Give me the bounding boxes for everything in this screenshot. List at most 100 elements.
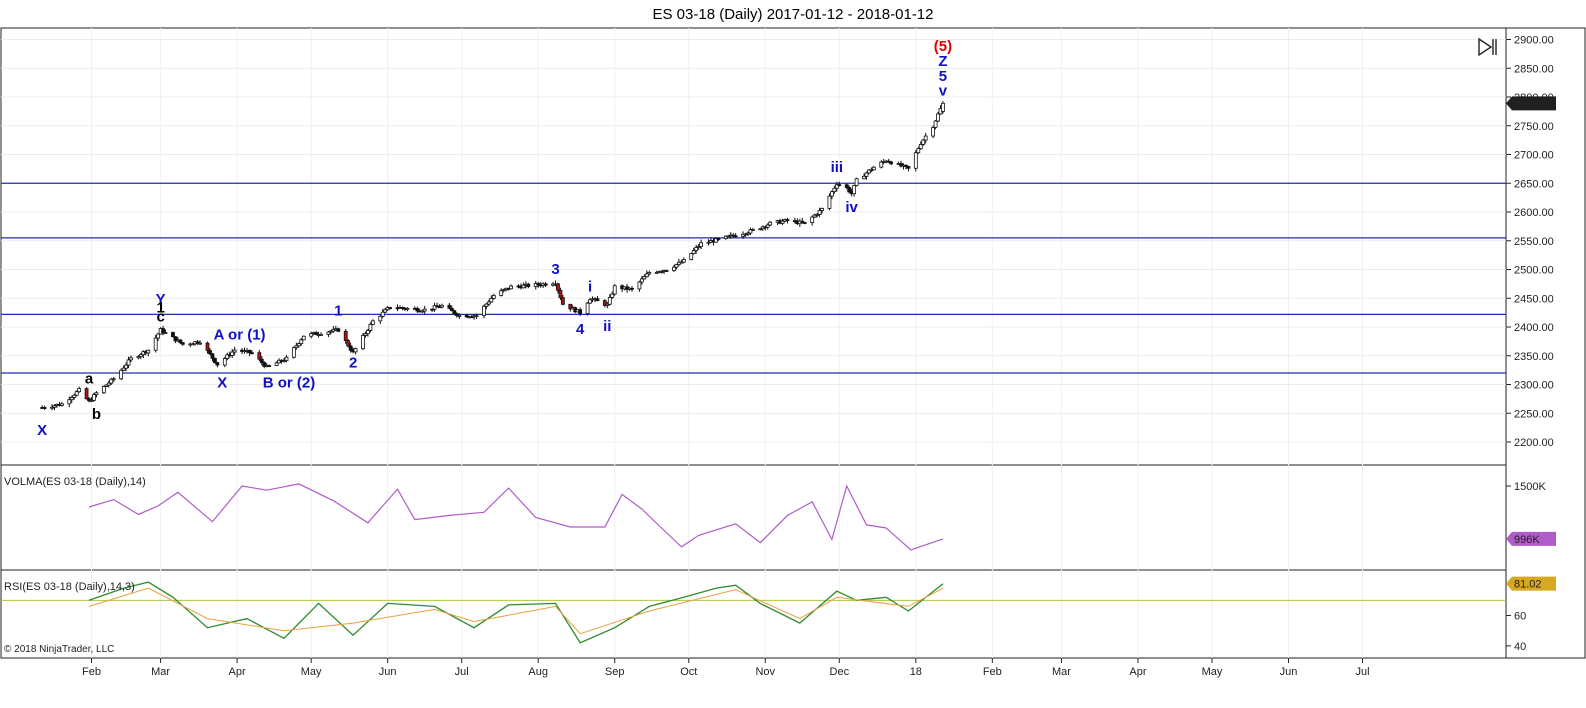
time-tick-label: Aug <box>528 666 548 678</box>
candle <box>67 396 72 408</box>
candle <box>101 385 106 394</box>
wave-label: (5) <box>934 38 952 55</box>
candle <box>440 303 444 309</box>
candle <box>267 364 272 367</box>
candle <box>146 349 151 357</box>
time-tick-label: Apr <box>1129 666 1146 678</box>
candle <box>282 357 286 363</box>
candle <box>936 111 940 123</box>
candle <box>89 397 94 403</box>
price-tick-label: 2400.00 <box>1514 322 1554 334</box>
candle <box>205 341 210 354</box>
candle <box>933 120 938 130</box>
wave-label: iv <box>845 199 858 216</box>
candle <box>430 308 434 313</box>
candle <box>679 259 684 264</box>
candle <box>834 181 839 192</box>
wave-label: c <box>156 308 164 325</box>
candle <box>543 281 548 287</box>
volma-value-badge: 996K <box>1506 531 1556 546</box>
candle <box>215 361 220 368</box>
candle <box>383 307 388 313</box>
volma-panel[interactable] <box>0 464 1507 571</box>
candle <box>42 405 47 410</box>
candle <box>751 227 755 232</box>
candle <box>299 338 304 346</box>
price-panel[interactable] <box>0 27 1507 466</box>
time-tick-label: Dec <box>830 666 850 678</box>
skip-to-end-icon[interactable] <box>1477 37 1499 57</box>
candle <box>748 227 753 236</box>
candle <box>77 386 82 393</box>
candle <box>225 352 230 361</box>
price-tick-label: 2850.00 <box>1514 63 1554 75</box>
candle <box>92 392 96 402</box>
rsi-series <box>1 581 1506 644</box>
candle <box>862 173 866 180</box>
candle <box>827 193 832 211</box>
candle <box>689 252 694 261</box>
candle <box>844 183 849 190</box>
price-tick-label: 2350.00 <box>1514 351 1554 363</box>
wave-label: Z <box>938 53 947 70</box>
candle <box>904 164 908 170</box>
candle <box>659 270 664 274</box>
candle <box>119 368 124 381</box>
candle <box>536 281 541 288</box>
candle <box>343 329 348 344</box>
candle <box>578 307 583 316</box>
volma-tick-label: 1500K <box>1514 481 1546 493</box>
candle <box>163 329 168 334</box>
rsi-panel[interactable] <box>0 569 1507 659</box>
candle <box>284 354 289 363</box>
candle <box>526 282 531 289</box>
candle <box>815 213 819 218</box>
candle <box>558 287 563 301</box>
time-tick-label: Nov <box>755 666 775 678</box>
time-tick-label: 18 <box>910 666 922 678</box>
time-tick-label: May <box>1202 666 1223 678</box>
time-tick-label: Feb <box>82 666 101 678</box>
candle <box>854 177 859 187</box>
candle <box>691 248 696 255</box>
candle <box>415 306 420 313</box>
wave-label: X <box>217 374 227 391</box>
candle <box>195 339 200 345</box>
candle <box>610 291 615 299</box>
candle <box>906 165 911 172</box>
candle <box>222 356 227 368</box>
candle-last <box>941 101 945 114</box>
candle <box>301 335 306 341</box>
candle <box>84 387 89 400</box>
candle <box>647 270 652 276</box>
time-tick-label: Jun <box>1280 666 1298 678</box>
candle <box>124 362 128 372</box>
price-tick-label: 2200.00 <box>1514 437 1554 449</box>
time-axis-strip[interactable] <box>1 658 1585 698</box>
wave-label: Y <box>156 291 166 308</box>
volma-series <box>88 483 944 551</box>
candle <box>521 282 526 289</box>
candle <box>864 171 869 180</box>
candle <box>230 348 235 358</box>
wave-label: ii <box>603 318 611 335</box>
candle <box>388 306 393 310</box>
candle <box>104 384 109 388</box>
candle <box>129 355 133 363</box>
candle <box>121 365 126 372</box>
candle <box>232 346 237 356</box>
time-tick-label: Apr <box>229 666 246 678</box>
candle <box>126 356 131 369</box>
candle <box>802 221 807 225</box>
candle <box>178 339 183 345</box>
candle <box>918 141 923 150</box>
candle <box>758 227 763 231</box>
candle <box>595 296 600 302</box>
candle <box>605 302 610 309</box>
svg-text:2789.00: 2789.00 <box>1514 98 1554 110</box>
wave-label: 5 <box>939 68 947 85</box>
price-axis-strip[interactable] <box>1505 27 1586 659</box>
candle <box>52 404 57 411</box>
candle <box>329 329 333 335</box>
